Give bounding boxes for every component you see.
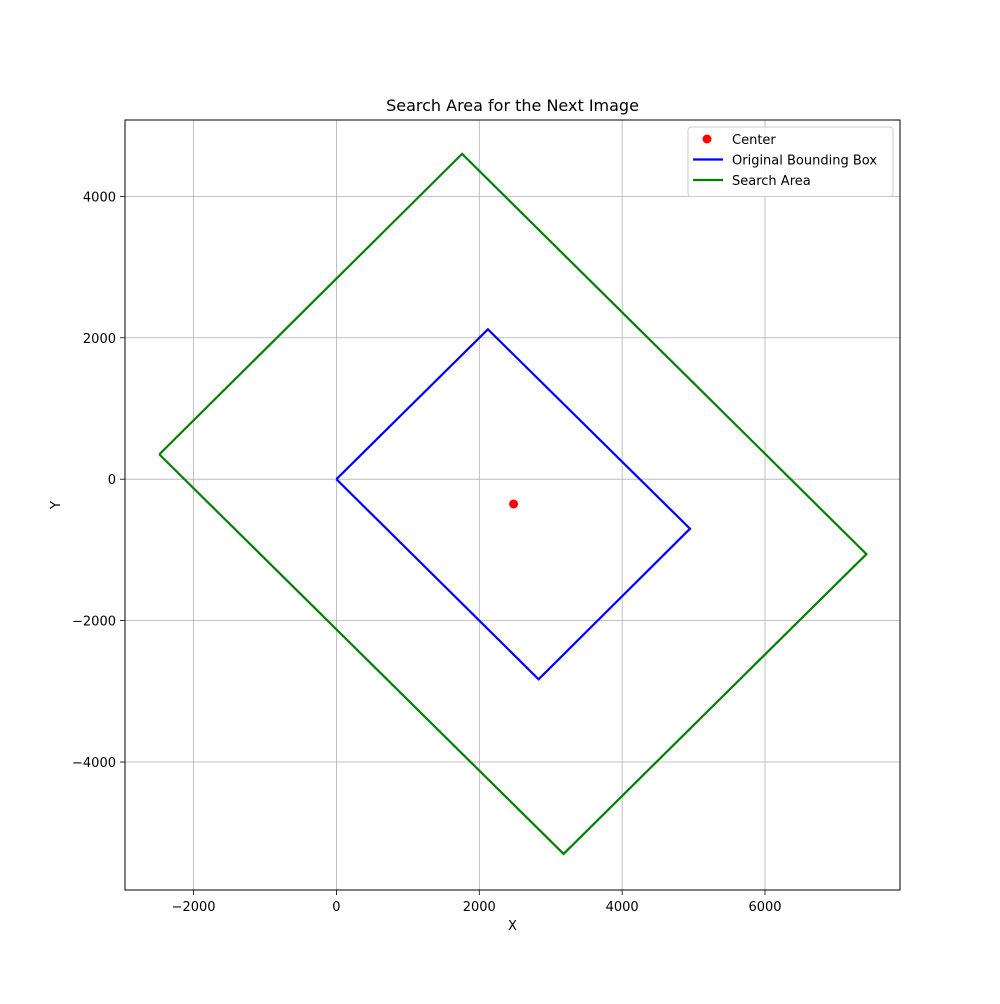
x-tick-label: 4000 bbox=[606, 900, 639, 915]
legend-box bbox=[687, 126, 894, 197]
series-layer bbox=[158, 152, 868, 856]
y-tick-label: 0 bbox=[108, 473, 116, 488]
x-tick-label: 2000 bbox=[463, 900, 496, 915]
y-tick-label: −2000 bbox=[72, 615, 116, 630]
legend-label-original-bounding-box: Original Bounding Box bbox=[732, 154, 877, 169]
chart-title: Search Area for the Next Image bbox=[386, 96, 639, 115]
x-tick-label: 0 bbox=[332, 900, 340, 915]
search-area-line bbox=[158, 152, 868, 856]
legend-label-center: Center bbox=[732, 133, 776, 148]
legend-marker-center bbox=[702, 134, 712, 144]
x-axis-label: X bbox=[508, 919, 517, 934]
y-tick-label: 4000 bbox=[83, 190, 116, 205]
tick-layer: −2000 0 2000 4000 6000 −4000 −2000 0 2000 4000 bbox=[72, 190, 782, 915]
y-axis-label: Y bbox=[49, 501, 64, 510]
y-tick-label: −4000 bbox=[72, 756, 116, 771]
legend-label-search-area: Search Area bbox=[732, 174, 811, 189]
legend: Center Original Bounding Box Search Area bbox=[687, 126, 894, 197]
y-tick-label: 2000 bbox=[83, 332, 116, 347]
original-bounding-box-line bbox=[335, 327, 692, 681]
plot-frame bbox=[124, 119, 901, 891]
x-tick-label: 6000 bbox=[748, 900, 781, 915]
center-point bbox=[509, 499, 519, 509]
x-tick-label: −2000 bbox=[172, 900, 216, 915]
